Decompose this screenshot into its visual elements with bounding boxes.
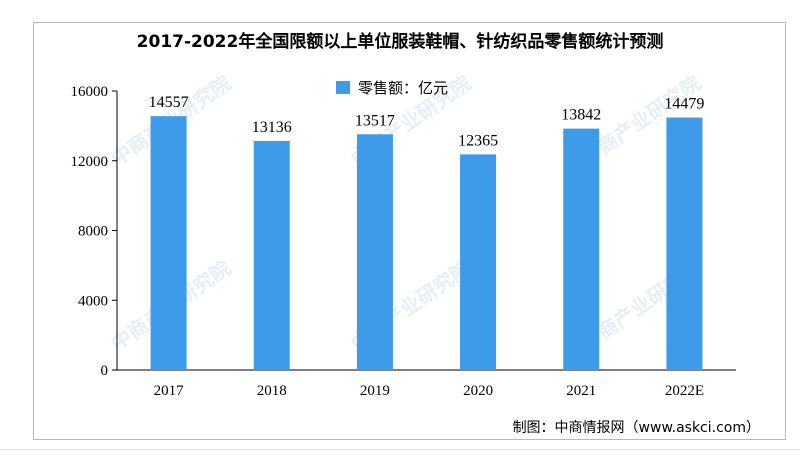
x-tick-label: 2018 bbox=[257, 383, 287, 399]
data-label: 12365 bbox=[458, 132, 498, 149]
data-label: 13842 bbox=[561, 107, 601, 124]
legend: 零售额：亿元 bbox=[336, 79, 448, 97]
bar bbox=[356, 134, 393, 370]
legend-label: 零售额：亿元 bbox=[358, 79, 448, 97]
divider bbox=[0, 449, 800, 450]
bar bbox=[150, 116, 187, 370]
x-tick-label: 2020 bbox=[463, 383, 493, 399]
bar bbox=[460, 154, 497, 370]
x-tick-label: 2019 bbox=[360, 383, 390, 399]
data-label: 13136 bbox=[252, 119, 292, 136]
y-tick-label: 0 bbox=[101, 363, 109, 379]
y-tick-label: 16000 bbox=[71, 84, 109, 100]
legend-swatch bbox=[336, 81, 350, 94]
y-tick-label: 8000 bbox=[78, 224, 108, 240]
x-tick-label: 2022E bbox=[665, 383, 704, 399]
y-tick-label: 12000 bbox=[71, 154, 109, 170]
x-tick-label: 2017 bbox=[154, 383, 185, 399]
data-label: 14479 bbox=[664, 96, 704, 113]
bar bbox=[563, 128, 600, 370]
plot-area: 0 4000 8000 12000 16000 14557 2017 13136 2018 135… bbox=[71, 84, 736, 399]
bar bbox=[666, 117, 703, 371]
y-tick-label: 4000 bbox=[78, 293, 108, 309]
x-tick-label: 2021 bbox=[566, 383, 596, 399]
source-credit: 制图：中商情报网（www.askci.com） bbox=[512, 420, 760, 436]
data-label: 13517 bbox=[355, 112, 395, 129]
chart-title: 2017-2022年全国限额以上单位服装鞋帽、针纺织品零售额统计预测 bbox=[136, 32, 664, 52]
bar bbox=[253, 140, 290, 370]
data-label: 14557 bbox=[149, 94, 189, 111]
